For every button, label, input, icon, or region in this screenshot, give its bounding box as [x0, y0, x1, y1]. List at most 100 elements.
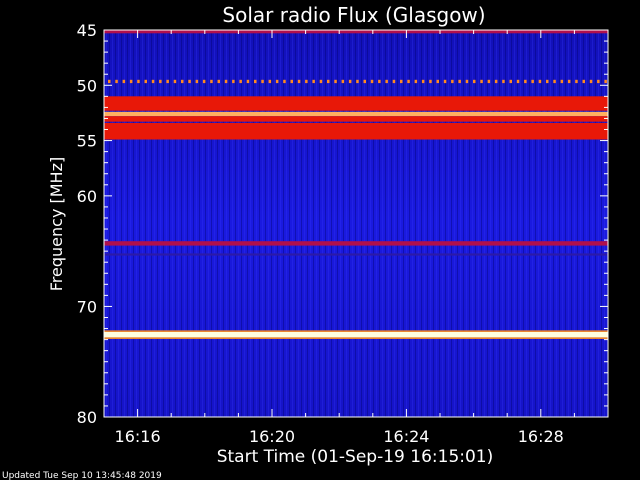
x-tick-label: 16:16 [115, 427, 161, 446]
dashed-band-segment [421, 79, 425, 84]
dashed-band-segment [268, 79, 272, 84]
dashed-band-segment [290, 79, 293, 84]
dashed-band-segment [604, 79, 607, 84]
y-tick-label: 60 [77, 187, 97, 206]
dashed-band-segment [458, 79, 461, 84]
dashed-band-segment [524, 79, 527, 84]
y-axis-label: Frequency [MHz] [47, 157, 66, 291]
dashed-band-segment [378, 79, 381, 84]
dashed-band-segment [334, 79, 337, 84]
emission-band [104, 111, 608, 117]
x-tick-label: 16:28 [518, 427, 564, 446]
dashed-band-segment [509, 79, 512, 84]
chart-title: Solar radio Flux (Glasgow) [222, 3, 485, 27]
dashed-band-segment [195, 79, 199, 84]
dashed-band-segment [239, 79, 242, 84]
dashed-band-segment [553, 79, 556, 84]
dashed-band-segment [531, 79, 534, 84]
x-axis-label: Start Time (01-Sep-19 16:15:01) [217, 447, 494, 467]
y-tick-label: 80 [77, 408, 97, 427]
dashed-band-segment [224, 79, 228, 84]
dashed-band [108, 79, 607, 84]
dashed-band-segment [305, 79, 308, 84]
dashed-band-segment [254, 79, 257, 84]
dashed-band-segment [502, 79, 505, 84]
dashed-band-segment [473, 79, 476, 84]
plot-area [103, 29, 609, 418]
dashed-band-segment [122, 79, 126, 84]
emission-band [104, 122, 608, 140]
dashed-band-segment [546, 79, 549, 84]
dashed-band-segment [436, 79, 439, 84]
dashed-band-segment [312, 79, 315, 84]
emission-band-halo [104, 330, 608, 332]
dashed-band-segment [137, 79, 140, 84]
dashed-band-segment [407, 79, 410, 84]
dashed-band-segment [341, 79, 345, 84]
dashed-band-segment [210, 79, 213, 84]
dashed-band-segment [166, 79, 169, 84]
dashed-band-segment [151, 79, 155, 84]
dashed-band-segment [363, 79, 366, 84]
dashed-band-segment [429, 79, 432, 84]
emission-band [104, 30, 608, 34]
dashed-band-segment [348, 79, 352, 84]
x-axis: 16:16 16:20 16:24 16:28 [115, 30, 575, 446]
dashed-band-segment [400, 79, 403, 84]
y-tick-label: 55 [77, 132, 97, 151]
dashed-band-segment [297, 79, 301, 84]
dashed-band-segment [582, 79, 585, 84]
dashed-band-segment [232, 79, 235, 84]
dashed-band-segment [589, 79, 593, 84]
emission-band [104, 331, 608, 338]
dashed-band-segment [115, 79, 118, 84]
dashed-band-segment [108, 79, 111, 84]
dashed-band-segment [275, 79, 279, 84]
emission-band-halo [104, 337, 608, 339]
plot-frame [103, 29, 609, 418]
dashed-band-segment [202, 79, 206, 84]
emission-bands [104, 30, 608, 339]
plot-texture [104, 30, 608, 417]
dashed-band-segment [451, 79, 454, 84]
emission-band [104, 96, 608, 111]
y-tick-label: 70 [77, 297, 97, 316]
dashed-band-segment [173, 79, 177, 84]
dashed-band-segment [181, 79, 184, 84]
dashed-band-segment [327, 79, 330, 84]
emission-band [104, 253, 608, 256]
dashed-band-segment [480, 79, 483, 84]
dashed-band-segment [494, 79, 498, 84]
dashed-band-segment [443, 79, 447, 84]
y-tick-label: 50 [77, 76, 97, 95]
dashed-band-segment [567, 79, 571, 84]
dashed-band-segment [487, 79, 491, 84]
dashed-band-segment [516, 79, 520, 84]
dashed-band-segment [356, 79, 359, 84]
dashed-band-segment [538, 79, 542, 84]
dashed-band-segment [575, 79, 578, 84]
dashed-band-segment [392, 79, 396, 84]
dashed-band-segment [597, 79, 600, 84]
y-tick-label: 45 [77, 21, 97, 40]
dashed-band-segment [385, 79, 388, 84]
dashed-band-segment [261, 79, 264, 84]
x-tick-label: 16:24 [383, 427, 429, 446]
emission-band [104, 116, 608, 122]
dashed-band-segment [560, 79, 564, 84]
dashed-band-segment [188, 79, 191, 84]
dashed-band-segment [283, 79, 286, 84]
dashed-band-segment [217, 79, 220, 84]
dashed-band-segment [465, 79, 469, 84]
dashed-band-segment [414, 79, 418, 84]
y-axis: 45 50 55 60 70 80 [77, 21, 608, 427]
x-tick-label: 16:20 [249, 427, 295, 446]
dashed-band-segment [246, 79, 250, 84]
dashed-band-segment [129, 79, 133, 84]
emission-band [104, 241, 608, 246]
dashed-band-segment [319, 79, 323, 84]
footer-updated: Updated Tue Sep 10 13:45:48 2019 [2, 471, 162, 480]
dashed-band-segment [370, 79, 374, 84]
dashed-band-segment [159, 79, 162, 84]
